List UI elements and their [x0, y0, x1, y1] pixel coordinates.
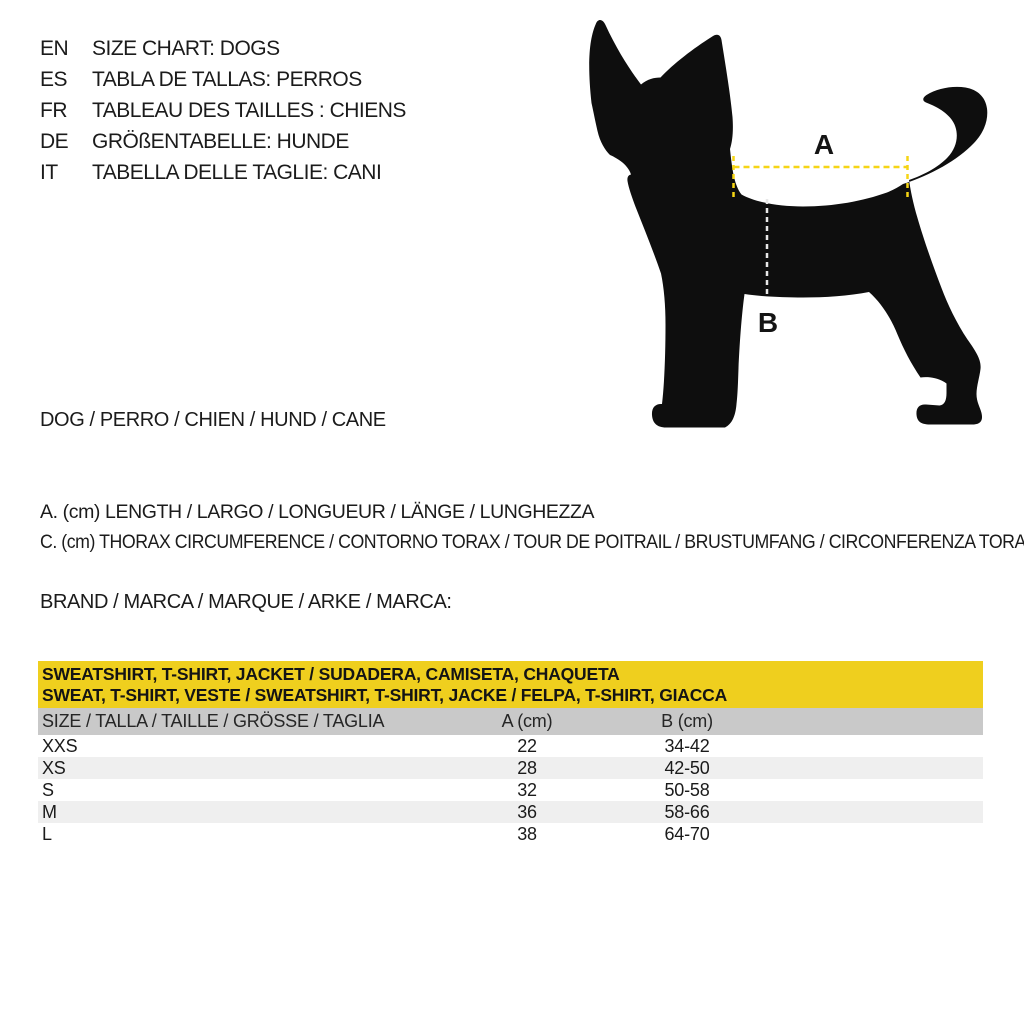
column-header-size: SIZE / TALLA / TAILLE / GRÖSSE / TAGLIA — [42, 711, 385, 731]
cell-size: S — [42, 779, 54, 800]
language-code: FR — [40, 99, 68, 122]
language-code: ES — [40, 68, 68, 91]
cell-a: 38 — [517, 823, 537, 844]
language-row: ES TABLA DE TALLAS: PERROS — [40, 64, 406, 95]
banner-line-2: SWEAT, T-SHIRT, VESTE / SWEATSHIRT, T-SH… — [42, 685, 728, 705]
diagram-label-b: B — [758, 307, 778, 338]
diagram-label-a: A — [814, 129, 834, 160]
cell-size: XXS — [42, 735, 78, 756]
cell-a: 36 — [517, 801, 537, 822]
table-row: XS 28 42-50 — [38, 757, 983, 779]
cell-a: 28 — [517, 757, 537, 778]
cell-b: 34-42 — [664, 735, 710, 756]
language-label: GRÖßENTABELLE: HUNDE — [92, 130, 349, 153]
banner-line-1: SWEATSHIRT, T-SHIRT, JACKET / SUDADERA, … — [42, 664, 620, 684]
cell-a: 32 — [517, 779, 537, 800]
language-label: TABELLA DELLE TAGLIE: CANI — [92, 161, 382, 184]
table-row: M 36 58-66 — [38, 801, 983, 823]
dog-silhouette-svg: A B — [589, 20, 988, 428]
size-table-banner: SWEATSHIRT, T-SHIRT, JACKET / SUDADERA, … — [38, 661, 983, 708]
language-row: FR TABLEAU DES TAILLES : CHIENS — [40, 95, 406, 126]
dog-silhouette — [589, 20, 988, 428]
size-table-header-row: SIZE / TALLA / TAILLE / GRÖSSE / TAGLIA … — [38, 708, 983, 735]
language-label: TABLA DE TALLAS: PERROS — [92, 68, 362, 91]
animal-caption: DOG / PERRO / CHIEN / HUND / CANE — [40, 409, 386, 431]
language-code: DE — [40, 130, 69, 153]
cell-a: 22 — [517, 735, 537, 756]
table-row: XXS 22 34-42 — [38, 735, 983, 757]
measurement-a-caption: A. (cm) LENGTH / LARGO / LONGUEUR / LÄNG… — [40, 501, 595, 523]
language-list: EN SIZE CHART: DOGS ES TABLA DE TALLAS: PE… — [40, 33, 406, 188]
cell-size: XS — [42, 757, 66, 778]
language-code: EN — [40, 37, 69, 60]
table-row: L 38 64-70 — [38, 823, 983, 845]
language-code: IT — [40, 161, 58, 184]
cell-b: 42-50 — [664, 757, 710, 778]
column-header-a: A (cm) — [501, 711, 553, 731]
language-row: EN SIZE CHART: DOGS — [40, 33, 406, 64]
dog-measurement-diagram: A B — [560, 0, 1024, 440]
language-row: DE GRÖßENTABELLE: HUNDE — [40, 126, 406, 157]
table-row: S 32 50-58 — [38, 779, 983, 801]
language-label: TABLEAU DES TAILLES : CHIENS — [92, 99, 406, 122]
language-row: IT TABELLA DELLE TAGLIE: CANI — [40, 157, 406, 188]
size-table: SWEATSHIRT, T-SHIRT, JACKET / SUDADERA, … — [38, 661, 983, 845]
cell-size: L — [42, 823, 52, 844]
measurement-c-caption: C. (cm) THORAX CIRCUMFERENCE / CONTORNO … — [40, 531, 1024, 553]
column-header-b: B (cm) — [661, 711, 713, 731]
brand-caption: BRAND / MARCA / MARQUE / ARKE / MARCA: — [40, 591, 452, 613]
cell-b: 58-66 — [664, 801, 710, 822]
language-label: SIZE CHART: DOGS — [92, 37, 280, 60]
cell-b: 64-70 — [664, 823, 710, 844]
cell-b: 50-58 — [664, 779, 710, 800]
cell-size: M — [42, 801, 57, 822]
